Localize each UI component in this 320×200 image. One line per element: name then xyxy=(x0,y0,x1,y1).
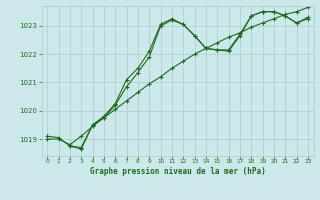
X-axis label: Graphe pression niveau de la mer (hPa): Graphe pression niveau de la mer (hPa) xyxy=(90,167,266,176)
